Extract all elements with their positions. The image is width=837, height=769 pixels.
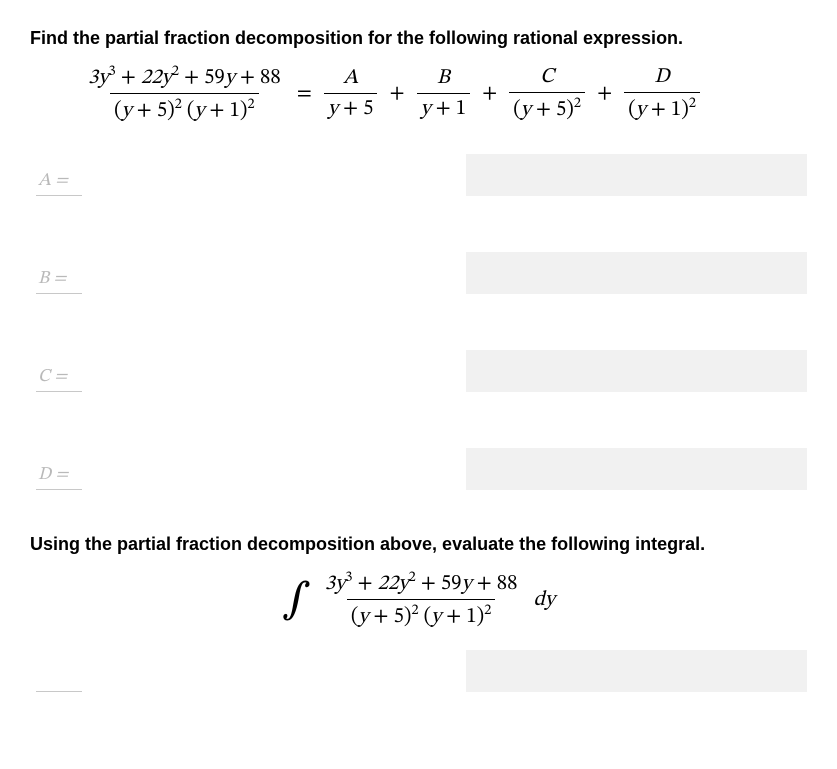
term-D: D (y + 1)2 xyxy=(624,64,700,123)
integral-icon: ∫ xyxy=(282,579,311,621)
part2-prompt: Using the partial fraction decomposition… xyxy=(30,534,807,555)
plus-sign: + xyxy=(482,81,497,107)
answer-row-A: A = xyxy=(36,154,807,196)
differential: dy xyxy=(534,587,555,613)
integral-expression: ∫ 3y3 + 22y2 + 59y + 88 (y + 5)2 (y + 1)… xyxy=(30,569,807,630)
input-integral[interactable] xyxy=(466,650,807,692)
input-C[interactable] xyxy=(466,350,807,392)
plus-sign: + xyxy=(389,81,404,107)
label-B: B = xyxy=(36,264,82,294)
term-C: C (y + 5)2 xyxy=(509,64,585,123)
label-C: C = xyxy=(36,362,82,392)
decomposition-equation: 3y3 + 22y2 + 59y + 88 (y + 5)2 (y + 1)2 … xyxy=(30,63,807,124)
answers-section: A = B = C = D = xyxy=(30,154,807,490)
equals-sign: = xyxy=(297,81,312,107)
term-A: A y + 5 xyxy=(324,65,378,122)
input-A[interactable] xyxy=(466,154,807,196)
answer-row-B: B = xyxy=(36,252,807,294)
part1-prompt: Find the partial fraction decomposition … xyxy=(30,28,807,49)
integrand-fraction: 3y3 + 22y2 + 59y + 88 (y + 5)2 (y + 1)2 xyxy=(321,569,522,630)
input-B[interactable] xyxy=(466,252,807,294)
plus-sign: + xyxy=(597,81,612,107)
answer-row-D: D = xyxy=(36,448,807,490)
input-D[interactable] xyxy=(466,448,807,490)
lhs-fraction: 3y3 + 22y2 + 59y + 88 (y + 5)2 (y + 1)2 xyxy=(84,63,285,124)
label-A: A = xyxy=(36,166,82,196)
term-B: B y + 1 xyxy=(417,65,471,122)
answer-row-C: C = xyxy=(36,350,807,392)
label-D: D = xyxy=(36,460,82,490)
answer-row-integral xyxy=(30,650,807,692)
integral-label-underline xyxy=(36,668,82,692)
